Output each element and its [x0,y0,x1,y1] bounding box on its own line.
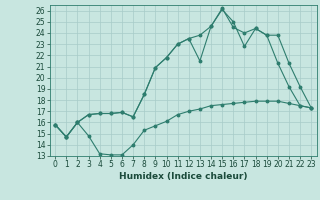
X-axis label: Humidex (Indice chaleur): Humidex (Indice chaleur) [119,172,247,181]
